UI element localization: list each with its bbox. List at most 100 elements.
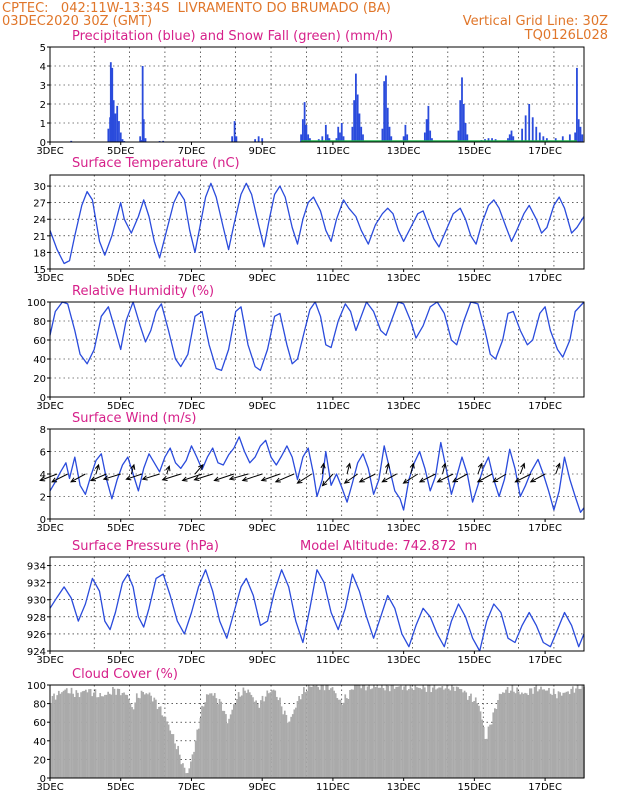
cloud-xtick-label: 9DEC: [248, 782, 275, 793]
cloud-bar: [102, 696, 105, 778]
cloud-ytick-label: 20: [33, 755, 46, 766]
precip-ytick-label: 0: [40, 138, 46, 149]
cloud-bar: [134, 702, 137, 778]
cloud-bar: [264, 696, 267, 778]
humidity-title: Relative Humidity (%): [72, 284, 214, 299]
cloud-bar: [564, 692, 566, 778]
precip-bar: [142, 119, 145, 142]
cloud-bar: [425, 691, 428, 778]
precip-bar: [351, 126, 354, 142]
cloud-bar: [403, 686, 405, 778]
cloud-bar: [175, 749, 178, 778]
wind-arrow: [274, 473, 295, 483]
wind-arrow: [51, 473, 68, 483]
cloud-bar: [261, 695, 264, 778]
cloud-bar: [527, 694, 530, 778]
wind-arrow: [102, 473, 121, 481]
header-date: 03DEC2020 30Z (GMT): [2, 14, 152, 29]
cloud-bar: [209, 693, 211, 778]
temp-xtick-label: 5DEC: [107, 273, 134, 284]
cloud-bar: [395, 686, 398, 778]
cloud-bar: [53, 693, 55, 778]
cloud-bar: [506, 687, 509, 778]
cloud-bar: [280, 706, 283, 778]
wind-arrow: [213, 473, 235, 482]
rh-ytick-label: 100: [27, 298, 46, 309]
cloud-ytick-label: 0: [40, 774, 46, 785]
cloud-bar: [304, 692, 307, 778]
temp-ytick-label: 21: [33, 232, 46, 243]
pres-ytick-label: 934: [27, 562, 46, 573]
cloud-bar: [291, 714, 294, 778]
cloud-bar: [373, 685, 375, 778]
rh-xtick-label: 17DEC: [528, 401, 562, 412]
cloud-bar: [578, 688, 581, 778]
precip-bar: [568, 134, 571, 142]
cloud-bar: [376, 686, 378, 778]
cloud-bar: [263, 701, 265, 778]
wind-arrow: [492, 473, 507, 483]
cloud-bar: [325, 685, 328, 778]
wind-arrow: [384, 462, 391, 475]
cloud-bar: [565, 691, 568, 778]
cloud-bar: [161, 715, 164, 778]
precip-ytick-label: 3: [40, 81, 46, 92]
cloud-bar: [322, 685, 324, 778]
cloud-bar: [303, 687, 305, 778]
pres-ytick-label: 930: [27, 596, 46, 607]
cloud-bar: [503, 692, 506, 778]
precip-bar: [144, 138, 147, 142]
temp-ytick-label: 27: [33, 199, 46, 210]
wind-arrow: [181, 473, 203, 482]
precipitation-panel: Precipitation (blue) and Snow Fall (gree…: [36, 29, 585, 157]
cloud-bar: [59, 693, 62, 778]
cloud-bar: [77, 692, 79, 778]
cloud-bar: [493, 708, 496, 778]
cloud-bar: [153, 697, 156, 778]
precip-bar: [254, 139, 257, 142]
pres-xtick-label: 7DEC: [178, 655, 205, 666]
precip-bar: [140, 140, 143, 142]
cloud-bar: [290, 716, 292, 778]
cloud-bar: [115, 694, 117, 778]
cloud-bar: [393, 688, 396, 778]
cloud-bar: [287, 722, 289, 778]
cloud-bar: [104, 694, 106, 778]
precip-bar: [507, 138, 509, 142]
cloud-bar: [218, 698, 221, 778]
cloud-bar: [169, 730, 172, 778]
wind-arrow: [476, 473, 493, 483]
cloud-bar: [183, 767, 186, 778]
cloud-bar: [541, 689, 544, 778]
cloud-bar: [301, 694, 304, 778]
cloud-bar: [57, 690, 60, 778]
precip-bar: [487, 138, 490, 142]
precip-bar: [305, 124, 308, 142]
cloud-bar: [552, 688, 555, 778]
precip-bar: [141, 66, 144, 142]
cloud-bar: [272, 689, 275, 778]
cloud-bar: [164, 716, 167, 778]
precip-bar: [303, 102, 306, 142]
precip-bar: [355, 73, 357, 142]
precip-bar: [233, 121, 236, 142]
cloud-bar: [355, 685, 358, 778]
cloud-bar: [108, 693, 111, 778]
precip-bar: [431, 138, 433, 142]
cloud-bar: [86, 692, 89, 778]
cloud-bar: [473, 700, 476, 778]
precip-bar: [356, 94, 359, 142]
precipitation-title: Precipitation (blue) and Snow Fall (gree…: [72, 29, 393, 44]
cloud-bar: [131, 707, 133, 778]
cloud-ytick-label: 80: [33, 700, 46, 711]
precip-bar: [358, 113, 361, 142]
cloud-bar: [559, 692, 561, 778]
cloud-bar: [519, 694, 522, 778]
wind-ytick-label: 2: [40, 493, 46, 504]
cloud-bar: [460, 689, 463, 778]
cloud-bar: [137, 697, 140, 778]
cloud-bar: [517, 691, 520, 778]
cloud-bar: [248, 692, 251, 778]
cloud-bar: [487, 726, 490, 778]
